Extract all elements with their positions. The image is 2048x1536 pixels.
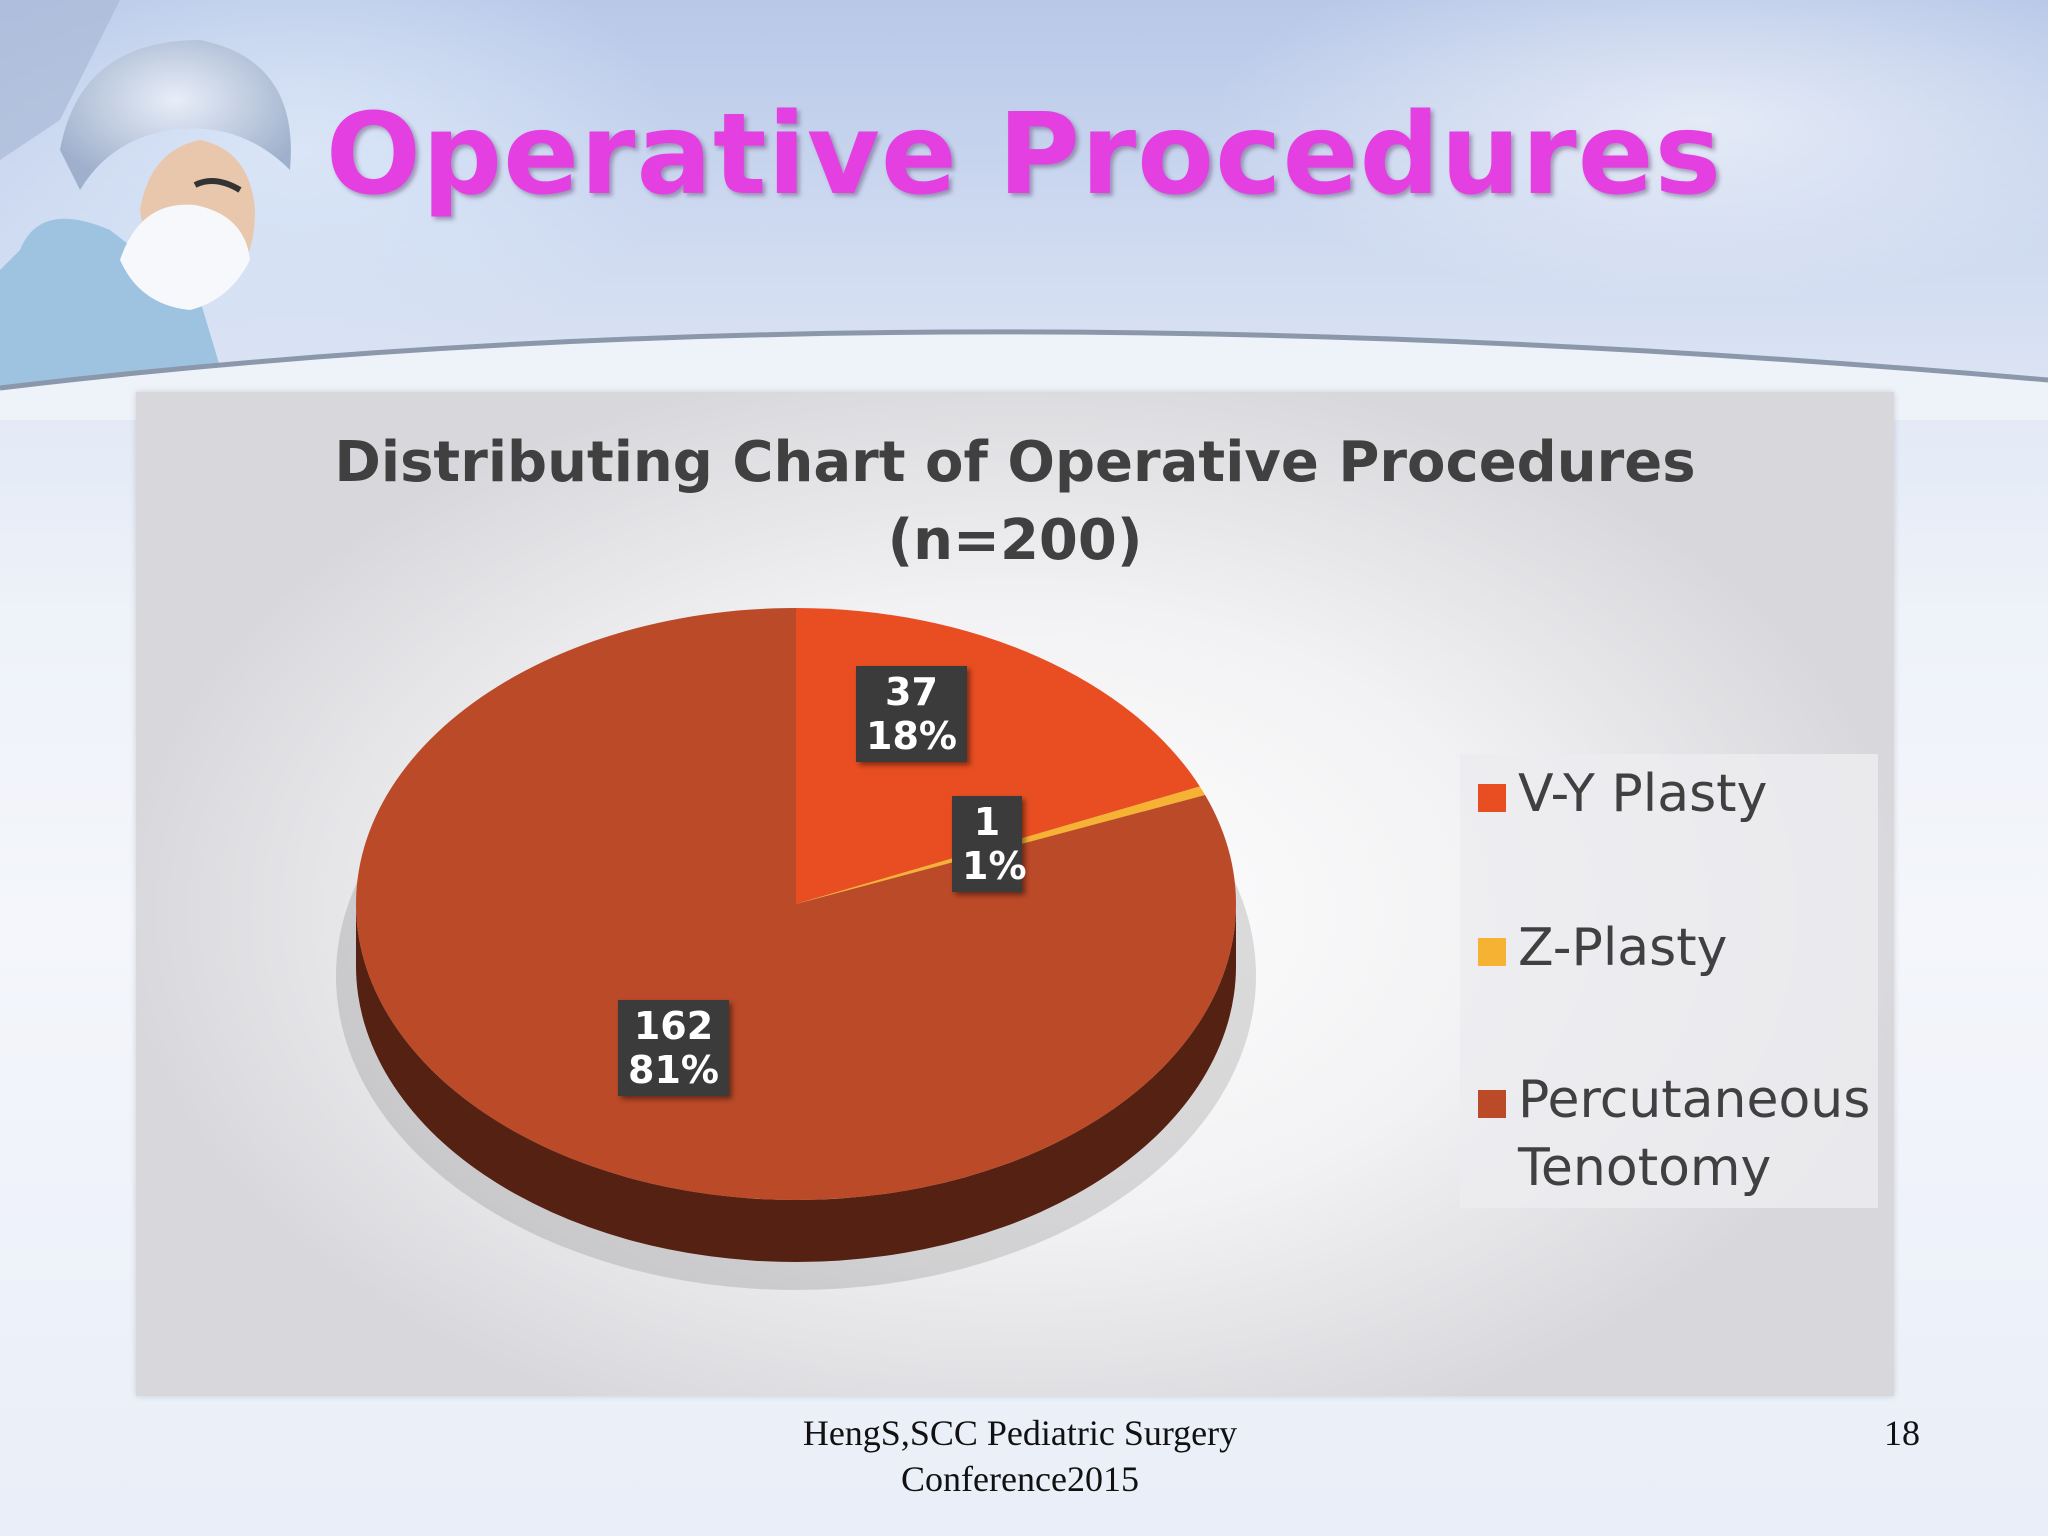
chart-panel: Distributing Chart of Operative Procedur… (136, 392, 1894, 1396)
slide-title: Operative Procedures (325, 90, 1723, 220)
chart-title-line-1: Distributing Chart of Operative Procedur… (334, 430, 1696, 495)
footer-text: HengS,SCC Pediatric Surgery Conference20… (802, 1413, 1238, 1499)
data-label-value: 162 (633, 1004, 714, 1048)
pie-slice-percutaneous-tenotomy (356, 608, 1236, 1200)
legend-label: Percutaneous Tenotomy (1518, 1070, 1871, 1198)
data-label-percent: 18% (866, 714, 957, 758)
data-label-percent: 1% (962, 844, 1027, 888)
legend-swatch (1478, 938, 1506, 966)
legend-swatch (1478, 1090, 1506, 1118)
pie-side-percutaneous-tenotomy (356, 904, 1236, 1262)
data-label-percutaneous-tenotomy: 162 81% (618, 1000, 729, 1096)
legend-label: Z-Plasty (1518, 918, 1728, 978)
chart-title-line-2: (n=200) (887, 508, 1143, 573)
data-label-z-plasty: 1 1% (952, 796, 1027, 892)
surgeon-image (0, 0, 291, 400)
data-label-percent: 81% (628, 1048, 719, 1092)
legend-item-z-plasty: Z-Plasty (1460, 914, 1878, 982)
chart-title: Distributing Chart of Operative Procedur… (136, 424, 1894, 580)
pie-chart (336, 608, 1256, 1290)
legend-item-percutaneous-tenotomy: Percutaneous Tenotomy (1460, 1066, 1878, 1202)
legend-swatch (1478, 784, 1506, 812)
legend-label: V-Y Plasty (1518, 764, 1768, 824)
page-number: 18 (1884, 1413, 1920, 1453)
chart-legend: V-Y Plasty Z-Plasty Percutaneous Tenotom… (1460, 754, 1878, 1208)
data-label-vy-plasty: 37 18% (856, 666, 967, 762)
data-label-value: 37 (885, 670, 938, 714)
data-label-value: 1 (973, 800, 1001, 844)
legend-item-vy-plasty: V-Y Plasty (1460, 760, 1878, 828)
